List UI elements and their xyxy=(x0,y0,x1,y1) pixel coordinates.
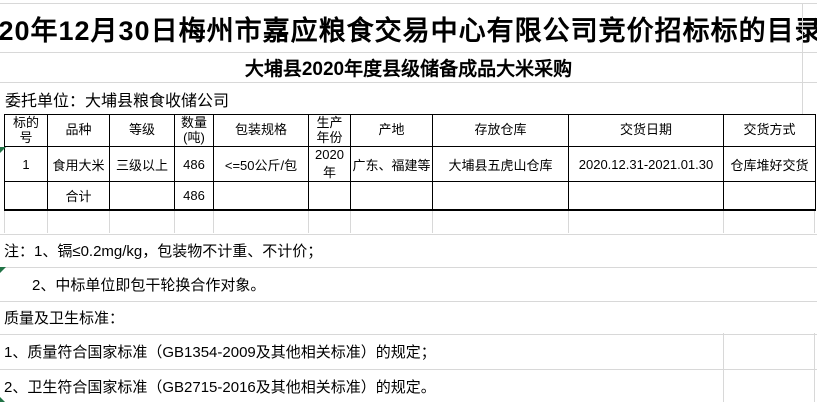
col-header-production-year[interactable]: 生产 年份 xyxy=(308,114,351,147)
cell-origin[interactable]: 广东、福建等 xyxy=(350,146,433,182)
col-header-origin[interactable]: 产地 xyxy=(350,114,433,147)
empty-grid-row[interactable] xyxy=(0,210,817,235)
gridline xyxy=(308,210,309,233)
total-cell-delivery-method[interactable] xyxy=(723,181,816,211)
note-cadmium: 注：1、镉≤0.2mg/kg，包装物不计重、不计价； xyxy=(0,235,817,268)
col-header-delivery-date[interactable]: 交货日期 xyxy=(568,114,724,147)
total-cell-grade[interactable] xyxy=(109,181,175,211)
gridline xyxy=(432,210,433,233)
col-header-warehouse[interactable]: 存放仓库 xyxy=(432,114,569,147)
col-header-variety[interactable]: 品种 xyxy=(47,114,110,147)
total-quantity-cell[interactable]: 486 xyxy=(174,181,214,211)
gridline xyxy=(814,210,815,233)
gridline xyxy=(174,210,175,233)
total-cell-production-year[interactable] xyxy=(308,181,351,211)
gridline xyxy=(723,333,724,402)
col-header-grade[interactable]: 等级 xyxy=(109,114,175,147)
gridline xyxy=(47,210,48,233)
bid-catalog-table: 标的 号 品种 等级 数量 (吨) 包装规格 生产 年份 产地 存放仓库 交货日… xyxy=(4,114,816,211)
cell-delivery-method[interactable]: 仓库堆好交货 xyxy=(723,146,816,182)
gridline xyxy=(568,210,569,233)
cell-delivery-date[interactable]: 2020.12.31-2021.01.30 xyxy=(568,146,724,182)
gridline xyxy=(802,3,803,114)
cell-variety[interactable]: 食用大米 xyxy=(47,146,110,182)
gridline xyxy=(814,333,815,402)
green-triangle-icon xyxy=(0,147,6,153)
green-triangle-icon xyxy=(0,397,5,402)
total-cell-origin[interactable] xyxy=(350,181,433,211)
gridline xyxy=(4,210,5,233)
table-header-row: 标的 号 品种 等级 数量 (吨) 包装规格 生产 年份 产地 存放仓库 交货日… xyxy=(4,114,816,147)
client-line: 委托单位：大埔县粮食收储公司 xyxy=(5,92,230,110)
page-title: 2020年12月30日梅州市嘉应粮食交易中心有限公司竞价招标标的目录表 xyxy=(0,3,817,53)
col-header-quantity[interactable]: 数量 (吨) xyxy=(174,114,214,147)
note-rotation: 2、中标单位即包干轮换合作对象。 xyxy=(0,268,817,302)
green-triangle-icon xyxy=(0,267,6,273)
gridline xyxy=(350,210,351,233)
cell-warehouse[interactable]: 大埔县五虎山仓库 xyxy=(432,146,569,182)
col-header-packaging[interactable]: 包装规格 xyxy=(213,114,309,147)
standards-title: 质量及卫生标准： xyxy=(0,302,817,335)
gridline xyxy=(723,210,724,233)
total-cell-delivery-date[interactable] xyxy=(568,181,724,211)
gridline xyxy=(213,210,214,233)
total-cell-packaging[interactable] xyxy=(213,181,309,211)
table-row: 1 食用大米 三级以上 486 <=50公斤/包 2020年 广东、福建等 大埔… xyxy=(4,146,816,182)
total-row: 合计 486 xyxy=(4,181,816,211)
total-cell-lot-no[interactable] xyxy=(4,181,48,211)
gridline xyxy=(109,210,110,233)
col-header-delivery-method[interactable]: 交货方式 xyxy=(723,114,816,147)
standard-quality: 1、质量符合国家标准（GB1354-2009及其他相关标准）的规定； xyxy=(0,335,817,370)
page-subtitle: 大埔县2020年度县级储备成品大米采购 xyxy=(0,53,817,83)
cell-production-year[interactable]: 2020年 xyxy=(308,146,351,182)
col-header-lot-no[interactable]: 标的 号 xyxy=(4,114,48,147)
cell-lot-no[interactable]: 1 xyxy=(4,146,48,182)
cell-grade[interactable]: 三级以上 xyxy=(109,146,175,182)
cell-packaging[interactable]: <=50公斤/包 xyxy=(213,146,309,182)
total-label-cell[interactable]: 合计 xyxy=(47,181,110,211)
total-cell-warehouse[interactable] xyxy=(432,181,569,211)
cell-quantity[interactable]: 486 xyxy=(174,146,214,182)
standard-hygiene: 2、卫生符合国家标准（GB2715-2016及其他相关标准）的规定。 xyxy=(4,379,436,396)
